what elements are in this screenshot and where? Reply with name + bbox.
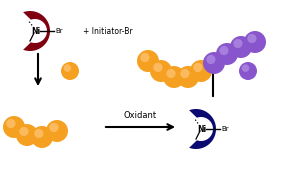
Circle shape xyxy=(216,43,238,65)
Text: Br: Br xyxy=(55,28,63,34)
Polygon shape xyxy=(23,11,50,51)
Circle shape xyxy=(34,129,44,138)
Circle shape xyxy=(163,66,185,88)
Circle shape xyxy=(64,64,71,72)
Text: + Initiator-Br: + Initiator-Br xyxy=(83,28,133,36)
Circle shape xyxy=(219,46,229,55)
Circle shape xyxy=(166,69,175,78)
Circle shape xyxy=(31,126,53,148)
Circle shape xyxy=(3,116,25,138)
Circle shape xyxy=(239,62,257,80)
Text: Oxidant: Oxidant xyxy=(123,111,156,120)
Circle shape xyxy=(230,36,252,58)
Text: Br: Br xyxy=(222,126,229,132)
Circle shape xyxy=(180,69,190,78)
Circle shape xyxy=(242,64,249,72)
Circle shape xyxy=(137,50,159,72)
Circle shape xyxy=(153,63,162,72)
Circle shape xyxy=(233,39,243,48)
Circle shape xyxy=(49,123,59,132)
Circle shape xyxy=(177,66,199,88)
Circle shape xyxy=(190,60,212,82)
Circle shape xyxy=(203,52,225,74)
Circle shape xyxy=(46,120,68,142)
Circle shape xyxy=(193,63,203,72)
Circle shape xyxy=(150,60,172,82)
Circle shape xyxy=(244,31,266,53)
Polygon shape xyxy=(189,109,216,149)
Circle shape xyxy=(19,127,29,136)
Text: Ni: Ni xyxy=(31,26,40,36)
Circle shape xyxy=(16,124,38,146)
Circle shape xyxy=(61,62,79,80)
Circle shape xyxy=(247,34,257,43)
Circle shape xyxy=(6,119,16,128)
Circle shape xyxy=(140,53,149,62)
Text: Ni: Ni xyxy=(198,125,207,133)
Circle shape xyxy=(206,55,216,64)
